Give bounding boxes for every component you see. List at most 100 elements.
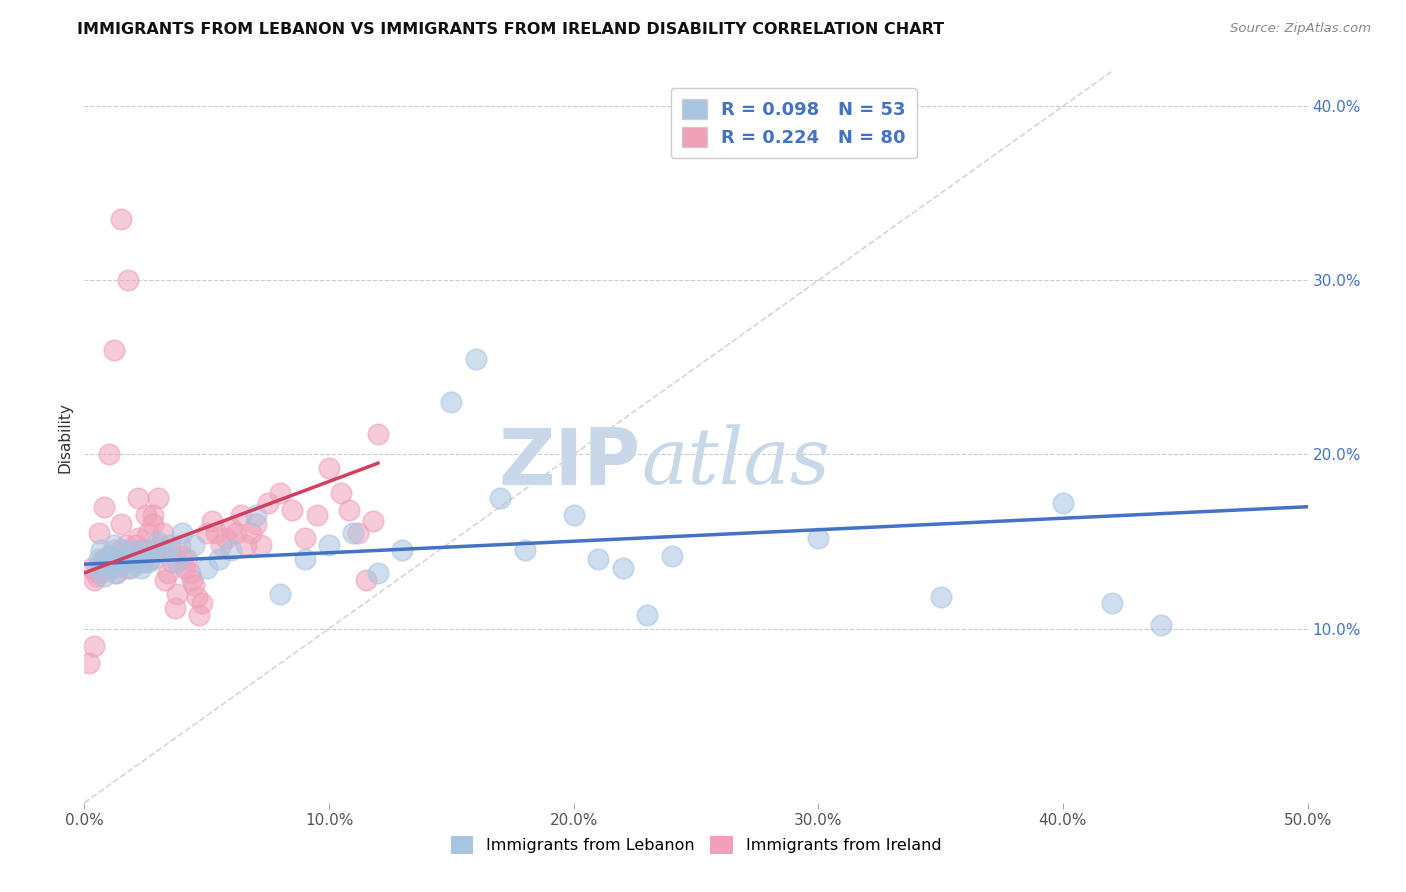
Point (318, 461, 340, 475)
Point (153, 573, 176, 587)
Point (367, 566, 389, 580)
Point (97, 448, 120, 462)
Point (110, 543, 132, 558)
Legend: Immigrants from Lebanon, Immigrants from Ireland: Immigrants from Lebanon, Immigrants from… (444, 830, 948, 861)
Point (146, 534, 169, 549)
Text: IMMIGRANTS FROM LEBANON VS IMMIGRANTS FROM IRELAND DISABILITY CORRELATION CHART: IMMIGRANTS FROM LEBANON VS IMMIGRANTS FR… (77, 22, 945, 37)
Point (125, 538, 148, 552)
Point (281, 503, 304, 517)
Point (127, 531, 149, 545)
Point (205, 525, 228, 540)
Point (115, 556, 138, 570)
Point (195, 525, 218, 540)
Point (135, 508, 157, 523)
Point (139, 552, 162, 566)
Point (173, 560, 195, 574)
Point (129, 560, 152, 574)
Point (229, 508, 252, 523)
Point (330, 485, 353, 500)
Point (146, 491, 169, 505)
Point (464, 351, 486, 366)
Point (142, 517, 165, 532)
Point (77, 657, 100, 671)
Point (219, 521, 242, 535)
Point (93, 569, 115, 583)
Point (1052, 496, 1074, 510)
Point (183, 578, 205, 592)
Point (209, 538, 232, 552)
Text: ZIP: ZIP (499, 425, 641, 500)
Point (87, 552, 110, 566)
Point (125, 552, 148, 566)
Point (105, 566, 128, 580)
Point (120, 560, 142, 574)
Point (135, 543, 157, 558)
Point (169, 538, 191, 552)
Point (86, 569, 108, 583)
Point (122, 543, 145, 558)
Point (489, 491, 512, 505)
Point (136, 525, 159, 540)
Point (86, 560, 108, 574)
Point (354, 573, 377, 587)
Point (245, 517, 267, 532)
Point (235, 538, 257, 552)
Point (112, 552, 135, 566)
Point (127, 556, 149, 570)
Point (152, 543, 174, 558)
Point (112, 543, 135, 558)
Point (100, 556, 122, 570)
Point (183, 538, 205, 552)
Point (215, 531, 238, 545)
Text: Source: ZipAtlas.com: Source: ZipAtlas.com (1230, 22, 1371, 36)
Text: atlas: atlas (641, 425, 830, 500)
Point (115, 538, 138, 552)
Point (195, 560, 218, 574)
Point (80, 560, 103, 574)
Point (129, 543, 152, 558)
Point (208, 552, 231, 566)
Point (661, 549, 683, 563)
Point (107, 556, 129, 570)
Point (105, 566, 128, 580)
Point (257, 496, 280, 510)
Y-axis label: Disability: Disability (58, 401, 73, 473)
Point (586, 552, 609, 566)
Point (249, 538, 271, 552)
Point (83, 639, 105, 653)
Point (103, 538, 125, 552)
Point (172, 525, 194, 540)
Point (391, 543, 413, 558)
Point (166, 587, 188, 601)
Point (83, 573, 105, 587)
Point (269, 587, 291, 601)
Point (186, 591, 208, 605)
Point (562, 508, 585, 523)
Point (807, 531, 830, 545)
Point (117, 560, 139, 574)
Point (159, 538, 181, 552)
Point (305, 508, 328, 523)
Point (142, 508, 165, 523)
Point (188, 607, 211, 622)
Point (97, 549, 120, 563)
Point (110, 517, 132, 532)
Point (107, 558, 129, 573)
Point (100, 560, 122, 574)
Point (1150, 618, 1173, 632)
Point (294, 552, 316, 566)
Point (93, 552, 115, 566)
Point (367, 426, 389, 441)
Point (294, 531, 316, 545)
Point (143, 543, 166, 558)
Point (191, 595, 214, 609)
Point (361, 514, 384, 528)
Point (318, 538, 340, 552)
Point (117, 273, 139, 287)
Point (513, 543, 536, 558)
Point (181, 573, 204, 587)
Point (337, 503, 360, 517)
Point (156, 566, 179, 580)
Point (97, 549, 120, 563)
Point (200, 514, 222, 528)
